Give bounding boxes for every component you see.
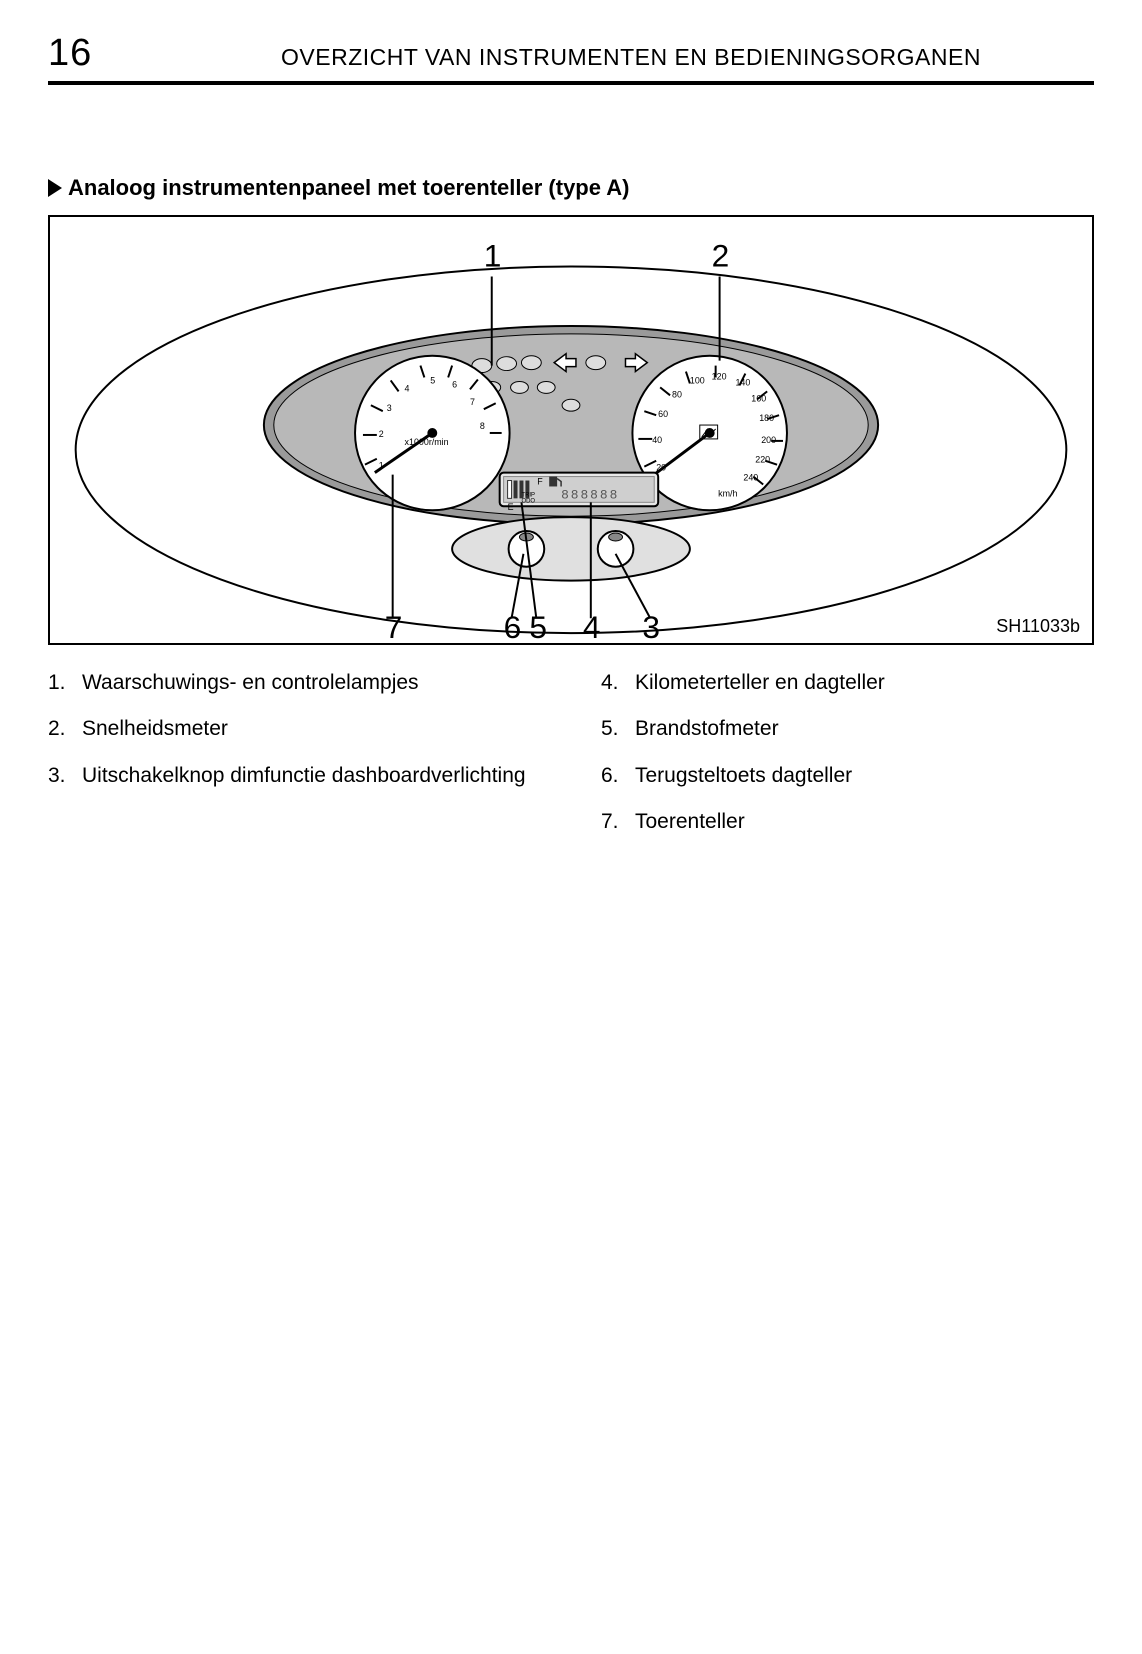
callout-number: 6 (504, 609, 522, 643)
tach-label: 3 (387, 403, 392, 413)
figure-code: SH11033b (992, 616, 1084, 637)
legend-number: 5. (601, 715, 635, 743)
triangle-bullet-icon (48, 179, 62, 197)
legend-text: Uitschakelknop dimfunctie dashboardverli… (82, 762, 526, 790)
callout-number: 3 (642, 609, 660, 643)
legend-number: 3. (48, 762, 82, 790)
legend-number: 7. (601, 808, 635, 836)
button-pod (452, 517, 690, 580)
legend-item: 5. Brandstofmeter (601, 715, 1094, 743)
figure-box: 1 2 3 4 5 6 7 8 x1000r/min (48, 215, 1094, 645)
fuel-empty-label: E (508, 502, 514, 512)
section-heading-text: Analoog instrumentenpaneel met toerentel… (68, 175, 630, 201)
speed-label: 200 (761, 435, 776, 445)
page-header: 16 OVERZICHT VAN INSTRUMENTEN EN BEDIENI… (48, 32, 1094, 85)
callout-number: 4 (583, 609, 601, 643)
legend-item: 6. Terugsteltoets dagteller (601, 762, 1094, 790)
legend-number: 4. (601, 669, 635, 697)
legend-item: 7. Toerenteller (601, 808, 1094, 836)
legend-number: 6. (601, 762, 635, 790)
callout-number: 2 (712, 238, 730, 274)
legend-text: Brandstofmeter (635, 715, 779, 743)
fuel-full-label: F (537, 476, 543, 486)
speed-label: 220 (755, 455, 770, 465)
speed-label: 140 (735, 377, 750, 387)
legend-number: 2. (48, 715, 82, 743)
tach-label: 4 (405, 383, 410, 393)
callout-number: 1 (484, 238, 502, 274)
speed-label: 240 (743, 473, 758, 483)
legend-number: 1. (48, 669, 82, 697)
legend-text: Toerenteller (635, 808, 745, 836)
section-heading: Analoog instrumentenpaneel met toerentel… (48, 175, 1094, 201)
tach-label: 7 (470, 397, 475, 407)
header-title: OVERZICHT VAN INSTRUMENTEN EN BEDIENINGS… (168, 44, 1094, 71)
legend-text: Snelheidsmeter (82, 715, 228, 743)
page-number: 16 (48, 32, 168, 75)
legend-item: 4. Kilometerteller en dagteller (601, 669, 1094, 697)
speed-label: 180 (759, 413, 774, 423)
odo-label: ODO (521, 498, 535, 504)
tachometer-gauge: 1 2 3 4 5 6 7 8 x1000r/min (355, 356, 510, 511)
callout-number: 7 (385, 609, 403, 643)
legend: 1. Waarschuwings- en controlelampjes 2. … (48, 669, 1094, 854)
lcd-panel: F E TRIP ODO 888888 (500, 473, 659, 513)
tach-label: 8 (480, 421, 485, 431)
tach-label: 2 (379, 429, 384, 439)
legend-text: Kilometerteller en dagteller (635, 669, 885, 697)
speed-label: 60 (658, 409, 668, 419)
speed-label: 120 (712, 371, 727, 381)
legend-item: 1. Waarschuwings- en controlelampjes (48, 669, 541, 697)
tach-label: 6 (452, 379, 457, 389)
speed-label: 100 (690, 375, 705, 385)
legend-right-column: 4. Kilometerteller en dagteller 5. Brand… (601, 669, 1094, 854)
odometer-digits: 888888 (561, 487, 619, 502)
speed-label: 160 (751, 393, 766, 403)
manual-page: 16 OVERZICHT VAN INSTRUMENTEN EN BEDIENI… (0, 0, 1142, 1654)
tach-label: 5 (430, 375, 435, 385)
speed-unit: km/h (718, 488, 737, 498)
legend-item: 2. Snelheidsmeter (48, 715, 541, 743)
legend-item: 3. Uitschakelknop dimfunctie dashboardve… (48, 762, 541, 790)
callout-number: 5 (529, 609, 547, 643)
speed-label: 80 (672, 389, 682, 399)
speed-label: 40 (652, 435, 662, 445)
legend-text: Terugsteltoets dagteller (635, 762, 852, 790)
legend-text: Waarschuwings- en controlelampjes (82, 669, 419, 697)
legend-left-column: 1. Waarschuwings- en controlelampjes 2. … (48, 669, 541, 854)
instrument-panel-diagram: 1 2 3 4 5 6 7 8 x1000r/min (50, 217, 1092, 643)
